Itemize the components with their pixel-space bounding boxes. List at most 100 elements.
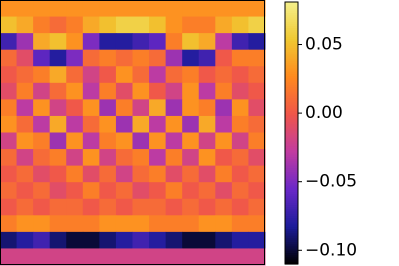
colorbar-segment	[285, 185, 298, 189]
heatmap-cell	[82, 165, 100, 183]
heatmap-cell	[149, 215, 167, 233]
heatmap-cell	[49, 16, 67, 34]
heatmap-cell	[248, 16, 266, 34]
colorbar-segment	[285, 174, 298, 178]
colorbar-segment	[285, 233, 298, 237]
heatmap-cell	[0, 231, 18, 249]
heatmap-cell	[49, 66, 67, 84]
heatmap-cell	[16, 0, 34, 18]
heatmap-cell	[149, 248, 167, 266]
heatmap-cell	[248, 49, 266, 67]
heatmap-cell	[182, 149, 200, 167]
heatmap-cell	[16, 82, 34, 100]
heatmap-cell	[132, 248, 150, 266]
heatmap-cell	[248, 165, 266, 183]
heatmap-cell	[165, 198, 183, 216]
colorbar-segment	[285, 150, 298, 154]
heatmap-cell	[182, 49, 200, 67]
colorbar-segment	[285, 69, 298, 73]
colorbar-segment	[285, 191, 298, 195]
heatmap-cell	[16, 149, 34, 167]
heatmap-cell	[132, 115, 150, 133]
heatmap-cell	[182, 215, 200, 233]
heatmap-cell	[231, 82, 249, 100]
colorbar-segment	[285, 80, 298, 84]
colorbar-segment	[285, 231, 298, 235]
colorbar-segment	[285, 250, 298, 254]
colorbar-segment	[285, 259, 298, 263]
colorbar-segment	[285, 198, 298, 202]
heatmap-cell	[248, 33, 266, 51]
heatmap-cell	[66, 0, 84, 18]
colorbar-segment	[285, 74, 298, 77]
colorbar-segment	[285, 244, 298, 248]
colorbar-segment	[285, 67, 298, 71]
colorbar-segment	[285, 242, 298, 245]
colorbar-segment	[285, 124, 298, 128]
colorbar-segment	[285, 194, 298, 197]
heatmap-cell	[198, 82, 216, 100]
heatmap-cell	[82, 182, 100, 200]
heatmap-cell	[198, 16, 216, 34]
colorbar-segment	[285, 89, 298, 93]
heatmap-cell	[33, 0, 51, 18]
heatmap-cell	[66, 132, 84, 150]
heatmap-cell	[198, 215, 216, 233]
heatmap-cell	[16, 115, 34, 133]
heatmap-cell	[115, 182, 133, 200]
heatmap-cell	[182, 82, 200, 100]
colorbar-segment	[285, 28, 298, 31]
heatmap-cell	[182, 231, 200, 249]
colorbar-segment	[285, 30, 298, 34]
colorbar-segment	[285, 60, 298, 64]
colorbar-segment	[285, 130, 298, 134]
colorbar-segment	[285, 108, 298, 112]
heatmap-cell	[149, 82, 167, 100]
heatmap-cell	[99, 49, 117, 67]
heatmap-cell	[33, 149, 51, 167]
heatmap-cell	[115, 33, 133, 51]
heatmap-cell	[165, 82, 183, 100]
heatmap-cell	[165, 182, 183, 200]
colorbar-segment	[285, 52, 298, 55]
colorbar-frame	[284, 1, 299, 265]
heatmap-cell	[16, 66, 34, 84]
heatmap-cell	[16, 231, 34, 249]
heatmap-cell	[82, 132, 100, 150]
colorbar-segment	[285, 71, 298, 75]
heatmap-cell	[182, 115, 200, 133]
heatmap-cell	[165, 165, 183, 183]
colorbar-segment	[285, 257, 298, 261]
colorbar-segment	[285, 165, 298, 169]
colorbar-segment	[285, 181, 298, 184]
heatmap-cell	[198, 132, 216, 150]
colorbar-segment	[285, 220, 298, 224]
heatmap-cell	[16, 198, 34, 216]
heatmap-cell	[49, 149, 67, 167]
colorbar-segment	[285, 84, 298, 88]
heatmap-cell	[33, 99, 51, 117]
heatmap-cell	[132, 149, 150, 167]
heatmap-cell	[33, 33, 51, 51]
heatmap-cell	[215, 33, 233, 51]
heatmap-cell	[33, 16, 51, 34]
heatmap-cell	[115, 99, 133, 117]
heatmap-cell	[33, 215, 51, 233]
colorbar-segment	[285, 34, 298, 38]
heatmap-cell	[33, 165, 51, 183]
heatmap-cell	[248, 248, 266, 266]
heatmap-cell	[49, 215, 67, 233]
colorbar-segment	[285, 36, 298, 40]
heatmap-cell	[82, 215, 100, 233]
heatmap-cell	[182, 33, 200, 51]
colorbar-segment	[285, 224, 298, 228]
heatmap-cell	[16, 99, 34, 117]
colorbar-segment	[285, 167, 298, 171]
heatmap-cell	[231, 132, 249, 150]
heatmap-cell	[82, 82, 100, 100]
heatmap-cell	[99, 248, 117, 266]
colorbar-segment	[285, 82, 298, 86]
colorbar-segment	[285, 93, 298, 97]
colorbar-segment	[285, 54, 298, 58]
